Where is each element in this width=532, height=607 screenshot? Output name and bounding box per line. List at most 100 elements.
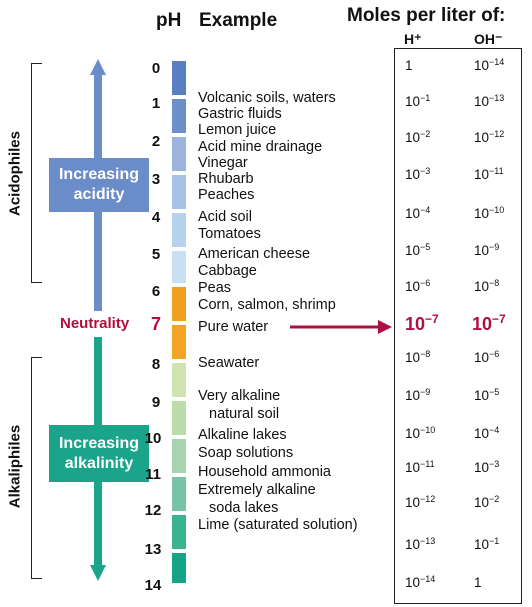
moles-base: 10 [405, 388, 421, 403]
example-item: Soap solutions [198, 445, 294, 461]
example-item: Volcanic soils, waters [198, 90, 336, 106]
acidophiles-bracket [31, 63, 42, 283]
moles-exponent: −1 [420, 93, 431, 103]
oh-moles-cell: 10−6 [474, 349, 500, 365]
h-moles-cell: 10−14 [405, 574, 436, 590]
oh-moles-cell: 1 [474, 575, 482, 590]
example-item: Tomatoes [198, 226, 261, 242]
example-item: Rhubarb [198, 171, 254, 187]
example-item-neutral: Pure water [198, 319, 269, 335]
example-item: natural soil [209, 406, 280, 422]
oh-moles-cell: 10−9 [474, 242, 500, 258]
example-item: Lime (saturated solution) [198, 517, 358, 533]
example-item: Vinegar [198, 155, 248, 171]
ph-header: pH [156, 10, 182, 31]
ph-bar-segment [172, 175, 186, 209]
alkali-arrowhead [90, 565, 106, 581]
h-moles-cell: 10−2 [405, 129, 430, 145]
example-item: soda lakes [209, 500, 279, 516]
moles-base: 10 [405, 537, 421, 552]
oh-moles-cell: 10−13 [474, 93, 505, 109]
moles-exponent: −3 [489, 459, 500, 469]
ph-value: 6 [151, 283, 161, 300]
moles-base: 10 [472, 314, 493, 334]
moles-exponent: −4 [420, 205, 431, 215]
moles-base: 10 [474, 130, 490, 145]
oh-moles-cell: 10−5 [474, 387, 500, 403]
acid-arrowhead [90, 59, 106, 75]
ph-bar-segment [172, 99, 186, 133]
moles-base: 10 [474, 167, 490, 182]
h-moles-cell: 10−9 [405, 387, 431, 403]
h-moles-cell: 10−11 [405, 459, 435, 475]
oh-moles-cell: 10−1 [474, 536, 499, 552]
example-item: Lemon juice [198, 122, 277, 138]
h-moles-cell: 10−3 [405, 166, 430, 182]
neutrality-label: Neutrality [60, 315, 130, 332]
moles-exponent: −8 [489, 278, 500, 288]
moles-exponent: −9 [420, 387, 431, 397]
moles-exponent: −7 [425, 312, 439, 326]
increasing-acidity-box: Increasing acidity [49, 158, 149, 212]
moles-exponent: −4 [489, 425, 500, 435]
example-item: Household ammonia [198, 464, 331, 480]
moles-exponent: −5 [489, 387, 500, 397]
example-item: Peaches [198, 187, 255, 203]
moles-base: 10 [474, 279, 490, 294]
oh-moles-cell: 10−11 [474, 166, 504, 182]
ph-bar-segment [172, 363, 186, 397]
ph-value: 12 [144, 502, 162, 519]
h-moles-cell: 10−4 [405, 205, 431, 221]
h-moles-cell: 10−13 [405, 536, 436, 552]
example-item: Acid soil [198, 209, 252, 225]
moles-exponent: −13 [420, 536, 436, 546]
moles-exponent: −6 [420, 278, 431, 288]
acidophiles-label: Acidophiles [6, 131, 24, 217]
example-item: American cheese [198, 246, 311, 262]
alkaliphiles-label: Alkaliphiles [6, 424, 24, 509]
ph-value: 11 [145, 466, 161, 483]
example-item: Very alkaline [198, 388, 281, 404]
ph-bar-segment [172, 553, 186, 583]
moles-base: 10 [474, 243, 490, 258]
h-moles-cell: 10−10 [405, 425, 435, 441]
example-item: Gastric fluids [198, 106, 282, 122]
example-item: Extremely alkaline [198, 482, 316, 498]
moles-base: 10 [405, 575, 421, 590]
ph-value: 1 [151, 95, 161, 112]
moles-exponent: −10 [489, 205, 505, 215]
moles-exponent: −7 [492, 312, 506, 326]
example-item: Acid mine drainage [198, 139, 323, 155]
increasing-alkalinity-box: Increasing alkalinity [49, 425, 149, 482]
moles-base: 10 [474, 58, 490, 73]
moles-base: 1 [474, 575, 482, 590]
oh-moles-cell: 10−14 [474, 57, 504, 73]
moles-exponent: −6 [489, 349, 500, 359]
moles-exponent: −8 [420, 349, 431, 359]
moles-base: 10 [405, 130, 421, 145]
h-moles-cell: 1 [405, 58, 413, 73]
ph-value: 3 [151, 171, 161, 188]
neutrality-arrow [290, 320, 392, 334]
h-moles-cell-neutral: 10−7 [405, 312, 439, 335]
ph-bar-segment [172, 213, 186, 247]
moles-base: 10 [474, 206, 490, 221]
h-moles-cell: 10−1 [405, 93, 431, 109]
moles-exponent: −13 [489, 93, 505, 103]
moles-base: 10 [405, 94, 421, 109]
oh-moles-cell: 10−4 [474, 425, 500, 441]
moles-base: 10 [474, 94, 490, 109]
h-moles-cell: 10−5 [405, 242, 430, 258]
moles-base: 10 [405, 314, 426, 334]
ph-bar-segment [172, 325, 186, 359]
moles-base: 10 [405, 460, 421, 475]
ph-value: 2 [151, 133, 161, 150]
moles-base: 10 [474, 495, 490, 510]
h-moles-cell: 10−6 [405, 278, 431, 294]
h-moles-cell: 10−12 [405, 494, 435, 510]
moles-exponent: −9 [489, 242, 500, 252]
moles-base: 10 [405, 350, 421, 365]
moles-exponent: −14 [420, 574, 436, 584]
moles-header: Moles per liter of: [347, 5, 506, 26]
oh-moles-cell: 10−2 [474, 494, 499, 510]
